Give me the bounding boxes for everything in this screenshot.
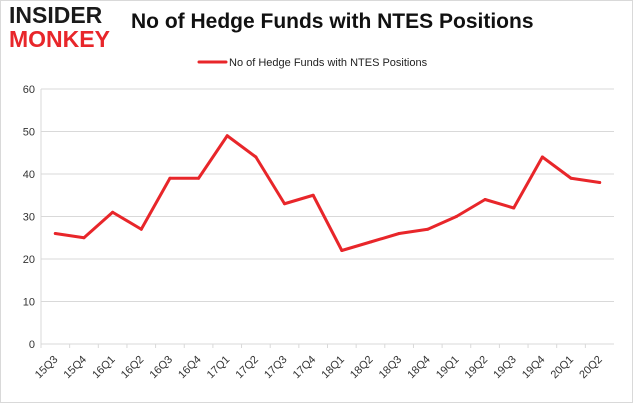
data-point-20Q1 xyxy=(569,176,573,180)
x-tick-label-16Q4: 16Q4 xyxy=(176,354,204,382)
data-point-19Q1 xyxy=(454,215,458,218)
data-point-19Q4 xyxy=(540,155,544,159)
data-point-15Q3 xyxy=(53,232,57,235)
x-tick-label-17Q2: 17Q2 xyxy=(233,354,261,382)
y-tick-label-20: 20 xyxy=(23,254,35,266)
data-point-19Q3 xyxy=(512,206,516,210)
logo-line-1: INSIDER xyxy=(9,2,103,28)
x-tick-label-18Q3: 18Q3 xyxy=(377,354,405,382)
x-tick-label-19Q4: 19Q4 xyxy=(520,354,548,382)
x-tick-label-18Q4: 18Q4 xyxy=(405,354,433,382)
x-tick-label-17Q4: 17Q4 xyxy=(291,354,319,382)
x-tick-label-20Q1: 20Q1 xyxy=(549,354,577,382)
x-tick-label-19Q3: 19Q3 xyxy=(491,354,519,382)
data-point-17Q1 xyxy=(225,134,229,138)
data-point-17Q4 xyxy=(311,193,315,197)
x-tick-label-16Q3: 16Q3 xyxy=(148,354,176,382)
data-point-19Q2 xyxy=(483,198,487,201)
x-tick-label-17Q1: 17Q1 xyxy=(205,354,233,382)
series-line-0 xyxy=(53,134,602,252)
x-tick-label-17Q3: 17Q3 xyxy=(262,354,290,382)
x-tick-label-15Q4: 15Q4 xyxy=(62,354,90,382)
y-tick-label-60: 60 xyxy=(23,84,35,96)
x-tick-label-20Q2: 20Q2 xyxy=(577,354,605,382)
insider-monkey-logo: INSIDER MONKEY xyxy=(9,4,110,51)
data-point-16Q3 xyxy=(168,176,172,180)
y-tick-label-50: 50 xyxy=(23,127,35,139)
x-tick-label-16Q1: 16Q1 xyxy=(90,354,118,382)
data-point-16Q2 xyxy=(139,227,143,231)
x-tick-label-16Q2: 16Q2 xyxy=(119,354,147,382)
y-tick-label-0: 0 xyxy=(29,339,35,351)
y-tick-label-30: 30 xyxy=(23,212,35,224)
data-point-18Q2 xyxy=(368,240,372,244)
legend-label: No of Hedge Funds with NTES Positions xyxy=(229,57,428,69)
y-tick-label-10: 10 xyxy=(23,297,35,309)
x-tick-label-18Q1: 18Q1 xyxy=(319,354,347,382)
data-point-20Q2 xyxy=(598,181,602,184)
data-point-16Q4 xyxy=(197,176,201,180)
x-tick-label-19Q1: 19Q1 xyxy=(434,354,462,382)
data-point-16Q1 xyxy=(111,210,115,214)
data-point-18Q4 xyxy=(426,227,430,231)
data-point-15Q4 xyxy=(82,236,86,240)
chart-title: No of Hedge Funds with NTES Positions xyxy=(131,10,534,33)
data-point-18Q1 xyxy=(340,249,344,252)
x-tick-label-19Q2: 19Q2 xyxy=(463,354,491,382)
x-tick-label-18Q2: 18Q2 xyxy=(348,354,376,382)
data-point-18Q3 xyxy=(397,232,401,235)
data-point-17Q2 xyxy=(254,155,258,159)
logo-line-2: MONKEY xyxy=(9,26,110,52)
y-tick-label-40: 40 xyxy=(23,169,35,181)
data-point-17Q3 xyxy=(283,202,287,206)
x-tick-label-15Q3: 15Q3 xyxy=(33,354,61,382)
